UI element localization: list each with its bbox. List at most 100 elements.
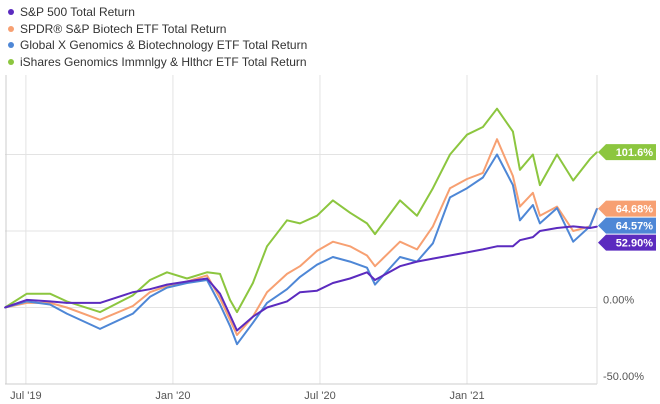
data-point bbox=[539, 184, 541, 186]
data-point bbox=[532, 153, 534, 156]
data-point bbox=[65, 302, 68, 304]
data-point bbox=[266, 245, 268, 248]
data-point bbox=[519, 205, 521, 208]
y-tick-label: 0.00% bbox=[603, 295, 634, 307]
data-point bbox=[149, 291, 151, 294]
data-point bbox=[572, 240, 574, 243]
legend-dot-icon bbox=[8, 42, 14, 49]
data-point bbox=[316, 289, 318, 292]
data-point bbox=[539, 222, 541, 225]
legend-item[interactable]: SPDR® S&P Biotech ETF Total Return bbox=[8, 21, 307, 38]
data-point bbox=[229, 318, 231, 321]
data-point bbox=[316, 263, 318, 266]
data-point bbox=[332, 282, 334, 284]
data-point bbox=[299, 265, 301, 268]
data-point bbox=[589, 227, 591, 229]
data-point bbox=[229, 314, 231, 316]
data-point bbox=[286, 219, 288, 222]
data-point bbox=[572, 225, 574, 228]
data-point bbox=[349, 245, 351, 248]
data-point bbox=[219, 292, 221, 295]
legend-label: S&P 500 Total Return bbox=[20, 5, 135, 19]
data-point bbox=[252, 322, 254, 324]
data-point bbox=[25, 292, 28, 295]
data-point bbox=[512, 184, 514, 186]
data-point bbox=[236, 334, 238, 336]
series-line-3 bbox=[4, 225, 598, 332]
data-point bbox=[286, 273, 288, 275]
series-line-1 bbox=[4, 138, 598, 336]
data-point bbox=[25, 299, 28, 301]
data-point bbox=[519, 219, 521, 222]
data-point bbox=[589, 158, 591, 160]
data-point bbox=[496, 138, 498, 141]
data-point bbox=[286, 300, 288, 303]
data-point bbox=[416, 260, 418, 263]
data-point bbox=[539, 230, 541, 232]
data-point bbox=[65, 312, 68, 315]
data-point bbox=[299, 222, 301, 225]
end-value-label: 52.90% bbox=[616, 238, 654, 250]
data-point bbox=[519, 239, 521, 242]
data-point bbox=[236, 329, 238, 332]
legend-label: SPDR® S&P Biotech ETF Total Return bbox=[20, 21, 227, 36]
data-point bbox=[149, 288, 151, 290]
end-value-tag bbox=[598, 234, 656, 251]
data-point bbox=[229, 325, 231, 327]
end-value-tag bbox=[598, 217, 656, 234]
data-point bbox=[65, 306, 68, 309]
data-point bbox=[186, 277, 188, 280]
data-point bbox=[374, 283, 376, 286]
data-point bbox=[432, 187, 434, 189]
data-point bbox=[349, 211, 351, 214]
data-point bbox=[374, 279, 376, 281]
legend-item[interactable]: S&P 500 Total Return bbox=[8, 4, 307, 21]
data-point bbox=[374, 265, 376, 268]
data-point bbox=[252, 315, 254, 318]
data-point bbox=[99, 328, 101, 330]
data-point bbox=[416, 214, 418, 217]
series-line-0 bbox=[4, 107, 598, 314]
data-point bbox=[556, 153, 558, 156]
data-point bbox=[416, 248, 418, 251]
data-point bbox=[49, 300, 51, 303]
data-point bbox=[166, 286, 168, 289]
data-point bbox=[299, 276, 301, 278]
data-point bbox=[132, 294, 134, 297]
series-line-2 bbox=[4, 153, 598, 346]
data-point bbox=[99, 318, 101, 321]
data-point bbox=[596, 225, 598, 228]
end-value-label: 101.6% bbox=[616, 147, 654, 159]
data-point bbox=[532, 191, 534, 194]
legend-item[interactable]: iShares Genomics Immnlgy & Hlthcr ETF To… bbox=[8, 54, 307, 71]
data-point bbox=[374, 233, 376, 235]
data-point bbox=[332, 199, 334, 202]
data-point bbox=[399, 256, 401, 258]
data-point bbox=[596, 151, 598, 153]
data-point bbox=[349, 260, 351, 263]
data-point bbox=[556, 227, 558, 229]
data-point bbox=[449, 153, 451, 156]
data-point bbox=[466, 187, 468, 189]
data-point bbox=[399, 240, 401, 243]
data-point bbox=[466, 178, 468, 180]
data-point bbox=[316, 214, 318, 217]
data-point bbox=[132, 291, 134, 294]
data-point bbox=[449, 187, 451, 189]
data-point bbox=[539, 214, 541, 217]
data-point bbox=[49, 292, 51, 295]
data-point bbox=[366, 266, 368, 269]
data-point bbox=[572, 179, 574, 182]
data-point bbox=[399, 265, 401, 268]
legend-item[interactable]: Global X Genomics & Biotechnology ETF To… bbox=[8, 37, 307, 54]
legend-dot-icon bbox=[8, 58, 14, 65]
data-point bbox=[332, 256, 334, 258]
data-point bbox=[482, 176, 484, 179]
data-point bbox=[519, 169, 521, 171]
data-point bbox=[366, 271, 368, 274]
data-point bbox=[466, 251, 468, 254]
data-point bbox=[149, 279, 151, 281]
data-point bbox=[49, 302, 51, 304]
data-point bbox=[166, 271, 168, 274]
data-point bbox=[229, 299, 231, 301]
